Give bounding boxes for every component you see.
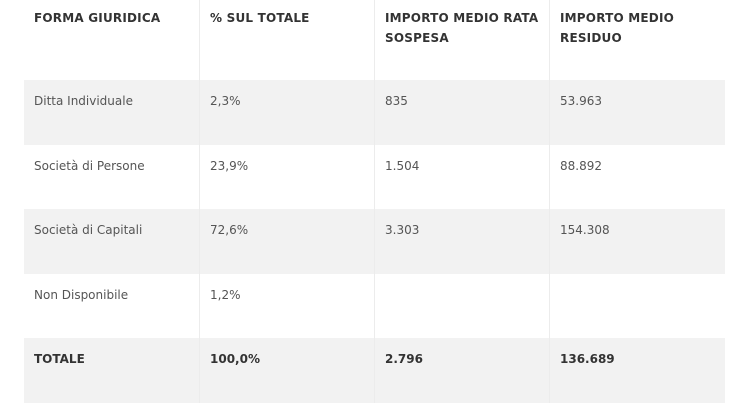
header-percentuale: % SUL TOTALE: [199, 0, 374, 80]
header-importo-rata: IMPORTO MEDIO RATA SOSPESA: [374, 0, 549, 80]
table-row: Società di Capitali 72,6% 3.303 154.308: [24, 209, 725, 274]
cell-percentuale: 1,2%: [199, 273, 374, 338]
cell-residuo: [549, 273, 725, 338]
total-rata: 2.796: [374, 338, 549, 403]
cell-residuo: 53.963: [549, 80, 725, 145]
table-row: Società di Persone 23,9% 1.504 88.892: [24, 144, 725, 209]
table-header-row: FORMA GIURIDICA % SUL TOTALE IMPORTO MED…: [24, 0, 725, 80]
cell-forma: Società di Capitali: [34, 223, 143, 237]
cell-rata: 835: [374, 80, 549, 145]
total-residuo: 136.689: [549, 338, 725, 403]
total-percentuale: 100,0%: [199, 338, 374, 403]
cell-rata: [374, 273, 549, 338]
cell-rata: 3.303: [374, 209, 549, 274]
cell-forma: Ditta Individuale: [34, 94, 133, 108]
cell-forma: Non Disponibile: [34, 287, 129, 302]
data-table: FORMA GIURIDICA % SUL TOTALE IMPORTO MED…: [24, 0, 725, 403]
cell-percentuale: 23,9%: [199, 144, 374, 209]
cell-residuo: 88.892: [549, 144, 725, 209]
cell-rata: 1.504: [374, 144, 549, 209]
header-importo-residuo: IMPORTO MEDIO RESIDUO: [549, 0, 725, 80]
table-total-row: TOTALE 100,0% 2.796 136.689: [24, 338, 725, 403]
total-label: TOTALE: [34, 352, 85, 366]
cell-residuo: 154.308: [549, 209, 725, 274]
cell-forma: Società di Persone: [34, 158, 145, 173]
header-forma-giuridica: FORMA GIURIDICA: [34, 11, 161, 25]
table-row: Non Disponibile 1,2%: [24, 273, 725, 338]
cell-percentuale: 72,6%: [199, 209, 374, 274]
cell-percentuale: 2,3%: [199, 80, 374, 145]
table-row: Ditta Individuale 2,3% 835 53.963: [24, 80, 725, 145]
